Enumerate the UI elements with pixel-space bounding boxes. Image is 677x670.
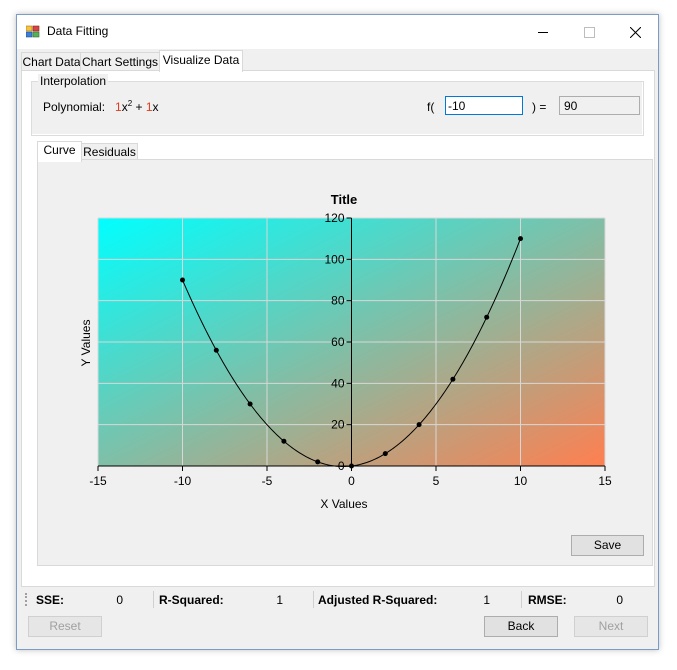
- minimize-button[interactable]: [520, 15, 566, 49]
- tab-residuals[interactable]: Residuals: [81, 143, 138, 161]
- x-tick-label: 10: [514, 474, 528, 488]
- save-button[interactable]: Save: [571, 535, 644, 556]
- y-tick-label: 80: [331, 294, 345, 308]
- sse-value: 0: [116, 593, 123, 607]
- y-tick-label: 20: [331, 418, 345, 432]
- x-tick-label: -10: [174, 474, 192, 488]
- window-title: Data Fitting: [47, 24, 109, 38]
- x-tick-label: 5: [433, 474, 440, 488]
- curve-chart: Title -15 -10 -5 0 5 10 15 0 20 40 60 80 100 120 X V…: [79, 192, 612, 511]
- data-fitting-window: Data Fitting Chart Data Chart Settings V…: [16, 14, 659, 650]
- app-icon: [26, 25, 40, 38]
- reset-button[interactable]: Reset: [28, 616, 102, 637]
- tab-curve[interactable]: Curve: [37, 141, 82, 162]
- x-axis-ticks: -15 -10 -5 0 5 10 15: [89, 466, 612, 488]
- rmse-label: RMSE:: [528, 593, 567, 607]
- status-separator: [521, 591, 522, 608]
- y-tick-label: 40: [331, 376, 345, 390]
- x-tick-label: 0: [348, 474, 355, 488]
- chart-title: Title: [331, 192, 358, 207]
- statistics-bar: SSE: 0 R-Squared: 1 Adjusted R-Squared: …: [21, 588, 653, 610]
- next-button[interactable]: Next: [574, 616, 648, 637]
- maximize-icon: [583, 26, 595, 38]
- adjusted-r-squared-label: Adjusted R-Squared:: [318, 593, 438, 607]
- close-icon: [629, 26, 641, 38]
- curve-page: Title -15 -10 -5 0 5 10 15 0 20 40 60 80 100 120 X V…: [37, 159, 653, 566]
- data-points: [180, 236, 523, 469]
- visualize-data-page: Interpolation Polynomial: 1x2 + 1x f( -1…: [21, 70, 655, 587]
- term2-coefficient: 1: [145, 100, 153, 114]
- title-bar: Data Fitting: [17, 15, 658, 49]
- sse-label: SSE:: [36, 593, 65, 607]
- data-point: [416, 422, 422, 428]
- data-point: [450, 376, 456, 382]
- y-axis-label: Y Values: [79, 320, 93, 367]
- polynomial-expression: 1x2 + 1x: [115, 99, 159, 114]
- close-button[interactable]: [612, 15, 658, 49]
- tab-chart-data[interactable]: Chart Data: [21, 52, 82, 71]
- tab-visualize-data[interactable]: Visualize Data: [159, 50, 243, 72]
- term2-variable: x: [152, 100, 159, 114]
- data-point: [213, 347, 219, 353]
- adjusted-r-squared-value: 1: [483, 593, 490, 607]
- x-value-input[interactable]: -10: [445, 96, 523, 115]
- status-separator: [153, 591, 154, 608]
- x-tick-label: -5: [262, 474, 273, 488]
- result-field: 90: [559, 96, 640, 115]
- function-close-label: ) =: [532, 100, 547, 114]
- data-point: [382, 451, 388, 457]
- data-point: [247, 401, 253, 407]
- plus-sign: +: [132, 100, 146, 114]
- status-separator: [313, 591, 314, 608]
- back-button[interactable]: Back: [484, 616, 558, 637]
- interpolation-group-label: Interpolation: [38, 74, 109, 88]
- status-grip-icon: [25, 593, 29, 606]
- maximize-button[interactable]: [566, 15, 612, 49]
- term1-variable: x: [121, 100, 128, 114]
- data-point: [349, 463, 354, 469]
- data-point: [315, 459, 321, 465]
- minimize-icon: [538, 31, 548, 33]
- polynomial-label: Polynomial:: [43, 100, 106, 114]
- x-tick-label: 15: [598, 474, 612, 488]
- r-squared-value: 1: [276, 593, 283, 607]
- x-tick-label: -15: [89, 474, 107, 488]
- interpolation-group: Interpolation: [31, 74, 644, 136]
- term1-coefficient: 1: [115, 100, 122, 114]
- y-tick-label: 120: [324, 211, 344, 225]
- rmse-value: 0: [616, 593, 623, 607]
- interpolation-background: [32, 81, 642, 134]
- r-squared-label: R-Squared:: [159, 593, 224, 607]
- data-point: [180, 277, 185, 283]
- x-axis-label: X Values: [320, 497, 367, 511]
- term1-exponent: 2: [127, 99, 133, 108]
- function-open-label: f(: [427, 100, 435, 114]
- data-point: [281, 438, 287, 444]
- y-tick-label: 60: [331, 335, 345, 349]
- data-point: [518, 236, 523, 242]
- tab-chart-settings[interactable]: Chart Settings: [80, 52, 160, 71]
- data-point: [484, 314, 490, 320]
- y-tick-label: 100: [324, 252, 344, 266]
